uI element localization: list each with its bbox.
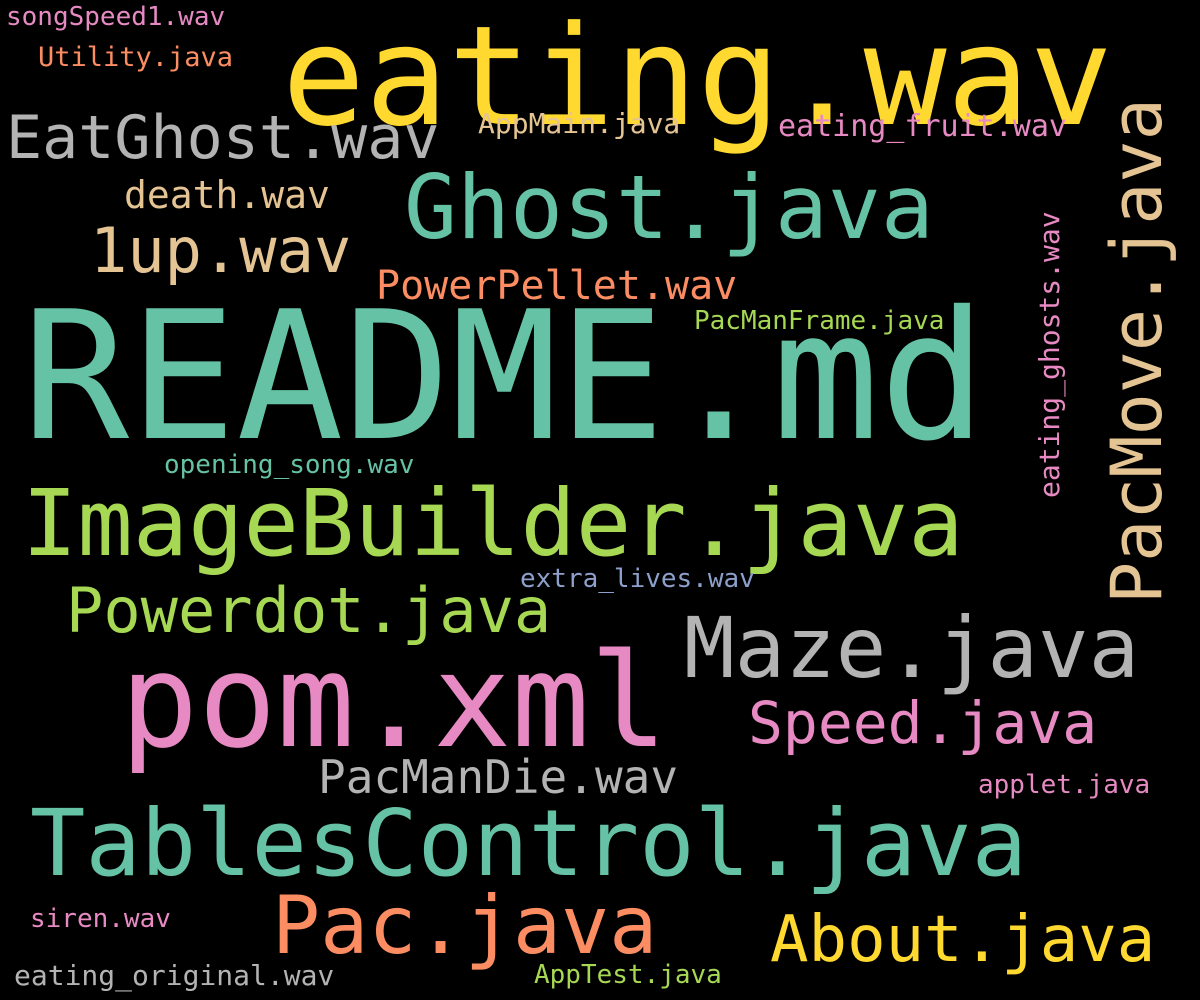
word-applet-java: applet.java [978, 770, 1151, 800]
word-eating-fruit-wav: eating_fruit.wav [778, 109, 1067, 144]
word-utility-java: Utility.java [38, 42, 234, 73]
word-appmain-java: AppMain.java [478, 107, 681, 140]
word-extra-lives-wav: extra_lives.wav [520, 564, 755, 594]
word-powerdot-java: Powerdot.java [66, 574, 552, 647]
word-readme-md: README.md [22, 273, 987, 480]
word-speed-java: Speed.java [748, 689, 1098, 757]
word-eatghost-wav: EatGhost.wav [6, 103, 440, 173]
word-tablescontrol-java: TablesControl.java [30, 790, 1027, 897]
word-eating-original-wav: eating_original.wav [14, 959, 335, 992]
word-siren-wav: siren.wav [30, 904, 171, 934]
word-opening-song-wav: opening_song.wav [164, 450, 415, 480]
word-songspeed1-wav: songSpeed1.wav [6, 2, 226, 32]
word-1up-wav: 1up.wav [90, 214, 352, 287]
word-apptest-java: AppTest.java [534, 960, 722, 990]
word-maze-java: Maze.java [684, 599, 1140, 697]
word-powerpellet-wav: PowerPellet.wav [376, 263, 738, 309]
word-pacmandie-wav: PacManDie.wav [318, 750, 679, 804]
word-imagebuilder-java: ImageBuilder.java [22, 470, 964, 577]
word-about-java: About.java [770, 903, 1156, 977]
word-death-wav: death.wav [124, 173, 330, 217]
word-pacmove-java: PacMove.java [1096, 98, 1178, 604]
word-pom-xml: pom.xml [120, 625, 668, 777]
word-eating-ghosts-wav: eating_ghosts.wav [1033, 211, 1066, 498]
word-eating-wav: eating.wav [282, 0, 1113, 157]
word-ghost-java: Ghost.java [404, 156, 934, 259]
word-pac-java: Pac.java [272, 879, 658, 972]
word-pacmanframe-java: PacManFrame.java [694, 306, 945, 336]
